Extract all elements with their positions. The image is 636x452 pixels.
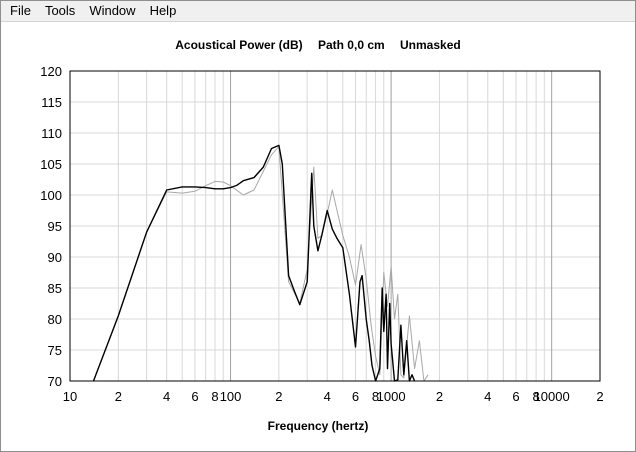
menu-bar: File Tools Window Help [1,1,635,22]
x-tick-label: 10 [63,389,77,404]
menu-tools[interactable]: Tools [44,3,76,18]
y-tick-label: 95 [48,219,62,234]
plot-frame [69,70,601,382]
y-tick-label: 105 [40,157,62,172]
x-tick-label: 2 [436,389,443,404]
menu-help[interactable]: Help [149,3,177,18]
series-line-primary [92,144,416,382]
x-tick-label: 6 [512,389,519,404]
y-tick-label: 85 [48,281,62,296]
x-axis-label: Frequency (hertz) [267,419,369,433]
y-tick-label: 110 [41,126,62,141]
menu-file[interactable]: File [10,3,31,18]
y-tick-labels: 120 115 110 105 100 95 90 85 80 75 70 [40,64,62,389]
x-tick-label: 4 [324,389,331,404]
x-tick-label: 6 [352,389,359,404]
x-tick-label: 4 [163,389,170,404]
x-tick-label: 8 [372,389,379,404]
y-tick-label: 115 [41,95,62,110]
plot-title: Acoustical Power (dB) Path 0,0 cm Unmask… [0,38,636,52]
x-tick-label: 2 [596,389,603,404]
y-tick-label: 100 [40,188,62,203]
x-tick-label: 4 [484,389,491,404]
x-tick-label: 8 [532,389,539,404]
y-tick-label: 90 [48,250,62,265]
plot-title-quantity: Acoustical Power (dB) [175,38,303,52]
x-tick-label: 100 [220,389,242,404]
x-tick-label: 2 [115,389,122,404]
plot-title-path: Path 0,0 cm [317,38,385,52]
x-tick-label: 10000 [534,389,570,404]
x-tick-label: 1000 [377,389,406,404]
x-tick-label: 8 [211,389,218,404]
plot-title-mask: Unmasked [400,38,461,52]
y-tick-label: 70 [48,374,62,389]
y-tick-label: 120 [40,64,62,79]
y-tick-label: 75 [48,343,62,358]
x-tick-label: 2 [275,389,282,404]
y-tick-label: 80 [48,312,62,327]
curve-layer [92,144,429,382]
series-line-reference [93,146,429,382]
x-tick-label: 6 [191,389,198,404]
menu-window[interactable]: Window [89,3,136,18]
